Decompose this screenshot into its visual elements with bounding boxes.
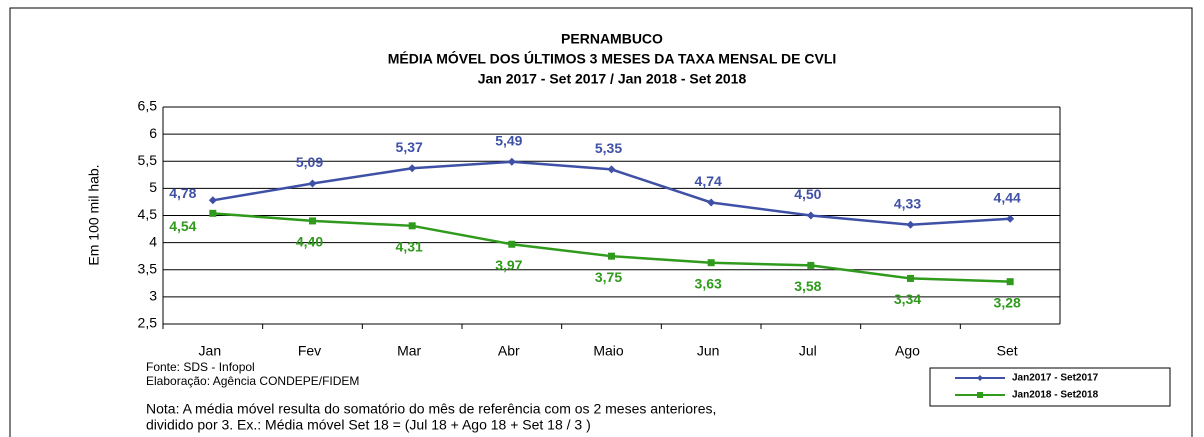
marker: [1006, 278, 1014, 286]
marker: [608, 252, 615, 260]
marker: [607, 165, 616, 174]
legend-box: [929, 367, 1171, 407]
marker: [806, 211, 815, 220]
value-label: 4,33: [894, 195, 921, 211]
marker: [907, 274, 914, 282]
y-tick-label: 6,5: [138, 98, 158, 114]
value-label: 3,34: [894, 291, 921, 307]
y-tick-label: 5,5: [138, 152, 158, 168]
x-tick-label: Jan: [199, 343, 222, 359]
value-label: 5,49: [495, 132, 522, 148]
legend-marker: [977, 375, 983, 381]
x-tick-label: Jul: [799, 343, 817, 359]
value-label: 4,74: [695, 173, 722, 189]
marker: [208, 196, 217, 205]
legend-marker: [977, 392, 983, 398]
y-tick-label: 4,5: [138, 206, 158, 222]
x-tick-label: Fev: [298, 343, 321, 359]
marker: [309, 217, 316, 225]
x-tick-label: Abr: [498, 343, 520, 359]
chart-title: PERNAMBUCO: [561, 31, 663, 47]
x-tick-label: Set: [997, 343, 1018, 359]
marker: [707, 198, 716, 207]
value-label: 3,97: [495, 257, 522, 273]
value-label: 3,75: [595, 269, 622, 285]
marker: [209, 209, 217, 217]
chart-title: Jan 2017 - Set 2017 / Jan 2018 - Set 201…: [478, 71, 747, 87]
x-tick-label: Jun: [697, 343, 720, 359]
value-label: 3,63: [695, 275, 722, 291]
x-tick-label: Mar: [397, 343, 421, 359]
value-label: 4,78: [169, 185, 196, 201]
legend-label: Jan2018 - Set2018: [1012, 390, 1099, 401]
y-axis-label: Em 100 mil hab.: [86, 164, 102, 265]
value-label: 4,31: [396, 239, 423, 255]
marker: [707, 259, 715, 267]
value-label: 4,40: [296, 234, 323, 250]
y-tick-label: 3: [149, 288, 157, 304]
value-label: 5,35: [595, 140, 622, 156]
value-label: 3,58: [794, 278, 821, 294]
value-label: 5,09: [296, 154, 323, 170]
y-tick-label: 2,5: [138, 315, 158, 331]
value-label: 4,50: [794, 186, 821, 202]
marker: [1006, 214, 1015, 223]
marker: [906, 220, 915, 229]
marker: [508, 240, 516, 248]
chart-frame: [9, 7, 1193, 437]
x-tick-label: Ago: [895, 343, 920, 359]
value-label: 5,37: [396, 139, 423, 155]
y-tick-label: 5: [149, 179, 157, 195]
legend-label: Jan2017 - Set2017: [1012, 373, 1099, 384]
marker: [308, 179, 317, 188]
annotation: dividido por 3. Ex.: Média móvel Set 18 …: [146, 417, 591, 433]
annotation: Fonte: SDS - Infopol: [146, 360, 255, 374]
marker: [408, 164, 417, 173]
x-tick-label: Maio: [593, 343, 624, 359]
marker: [507, 157, 516, 166]
y-tick-label: 4: [149, 233, 157, 249]
annotation: Nota: A média móvel resulta do somatório…: [146, 401, 716, 417]
chart-title: MÉDIA MÓVEL DOS ÚLTIMOS 3 MESES DA TAXA …: [388, 50, 837, 67]
marker: [807, 261, 815, 269]
y-tick-label: 6: [149, 125, 157, 141]
annotation: Elaboração: Agência CONDEPE/FIDEM: [146, 374, 359, 388]
value-label: 3,28: [994, 294, 1021, 310]
value-label: 4,54: [169, 218, 196, 234]
y-tick-label: 3,5: [138, 260, 158, 276]
marker: [408, 222, 416, 230]
value-label: 4,44: [994, 189, 1021, 205]
